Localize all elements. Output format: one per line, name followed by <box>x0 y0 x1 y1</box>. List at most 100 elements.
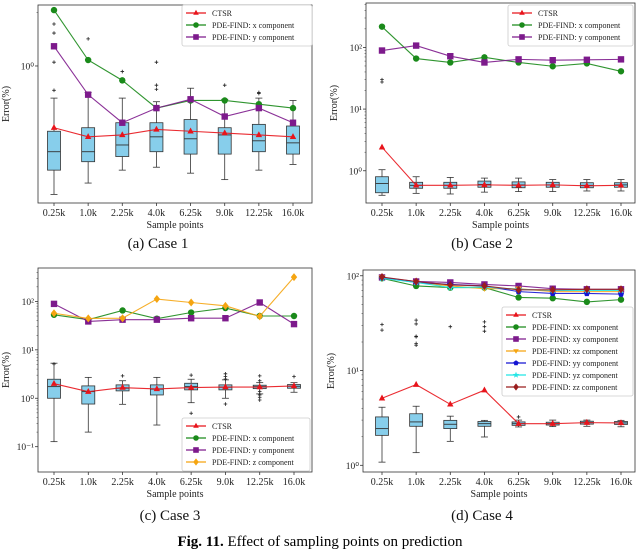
marker-triangle <box>447 181 454 188</box>
marker-triangle <box>193 422 199 428</box>
x-tick-label: 1.0k <box>407 477 425 488</box>
marker-circle <box>193 22 199 28</box>
flier <box>222 83 227 87</box>
box-1.0k <box>409 318 424 454</box>
series-line <box>53 127 294 138</box>
marker-square <box>193 34 199 40</box>
marker-triangle <box>412 181 420 188</box>
box-iqr <box>47 130 61 171</box>
flier <box>414 341 418 346</box>
marker-diamond <box>85 314 92 323</box>
x-tick-label: 0.25k <box>371 477 394 488</box>
y-tick-label: 10⁰ <box>346 461 360 472</box>
caption-d: (d) Case 4 <box>451 508 513 524</box>
marker-circle <box>221 97 228 104</box>
marker-circle <box>447 59 454 66</box>
legend: CTSR PDE-FIND: x component PDE-FIND: y com… <box>181 4 313 47</box>
marker-circle <box>513 324 519 330</box>
y-tick-label: 10² <box>347 272 360 282</box>
series-ctsr <box>50 124 297 140</box>
marker-diamond <box>412 277 420 286</box>
flier <box>380 322 384 327</box>
marker-triangle <box>255 131 263 138</box>
marker-square <box>290 320 298 328</box>
flier <box>257 389 262 394</box>
x-tick-label: 1.0k <box>407 208 425 219</box>
y-tick-label: 10⁰ <box>349 166 363 177</box>
flier <box>52 31 56 35</box>
marker-triangle <box>515 181 522 188</box>
subplot-d: 10⁰ 10¹ 10² 0.25k 1.0k 2.25k 4.0k 6.25k 9.0k 12.2… <box>326 269 636 500</box>
marker-triangle <box>50 124 58 130</box>
marker-diamond <box>50 309 58 318</box>
legend-label: PDE-FIND: yy component <box>532 359 619 368</box>
series-line <box>53 45 294 124</box>
flier <box>257 378 262 383</box>
x-tick-label: 4.0k <box>476 477 494 488</box>
box-iqr <box>409 413 424 427</box>
legend-box <box>181 417 311 472</box>
legend-label: PDE-FIND: xx component <box>532 323 619 332</box>
marker-triangle <box>447 400 454 407</box>
marker-square <box>255 104 263 112</box>
flier <box>52 60 56 64</box>
x-tick-label: 16.0k <box>282 208 305 219</box>
x-axis-label: Sample points <box>147 220 204 231</box>
marker-diamond <box>290 273 298 282</box>
marker-diamond <box>119 314 126 323</box>
marker-triangle <box>378 394 386 401</box>
marker-diamond <box>256 312 263 321</box>
x-tick-label: 1.0k <box>79 208 97 219</box>
box-iqr <box>115 122 130 157</box>
x-tick-label: 16.0k <box>283 477 306 488</box>
marker-diamond <box>583 285 591 294</box>
flier <box>482 324 487 329</box>
marker-triangle <box>85 387 92 394</box>
series-line <box>381 384 622 425</box>
series-pde-find-y-component <box>378 42 625 66</box>
marker-triangle <box>119 131 126 138</box>
marker-diamond <box>193 458 199 466</box>
x-tick-label: 6.25k <box>507 477 530 488</box>
marker-triangle <box>256 383 263 390</box>
series-ctsr <box>378 380 625 426</box>
series-line <box>381 45 622 64</box>
marker-square <box>256 299 263 306</box>
legend-label: PDE-FIND: zz component <box>532 383 618 392</box>
series-line <box>381 277 622 303</box>
marker-triangle <box>481 181 488 188</box>
marker-square <box>187 315 195 322</box>
flier <box>257 398 262 402</box>
y-axis-label: Error(%) <box>329 85 340 121</box>
marker-circle <box>617 296 625 303</box>
marker-square <box>519 34 525 40</box>
series-line <box>53 383 295 393</box>
x-tick-label: 12.25k <box>573 477 601 488</box>
box-1.0k <box>81 376 96 433</box>
marker-square <box>549 57 556 64</box>
legend: CTSR PDE-FIND: x component PDE-FIND: y com… <box>181 417 311 472</box>
flier <box>482 329 487 334</box>
x-tick-label: 0.25k <box>43 477 66 488</box>
legend-label: PDE-FIND: y component <box>538 33 621 42</box>
x-tick-label: 12.25k <box>245 208 273 219</box>
x-tick-label: 9.0k <box>216 208 234 219</box>
marker-triangle <box>515 419 522 426</box>
marker-diamond <box>515 285 522 294</box>
x-axis-label: Sample points <box>471 489 528 500</box>
flier <box>292 374 296 379</box>
marker-diamond <box>187 298 195 307</box>
marker-triangle <box>412 380 420 387</box>
x-tick-label: 16.0k <box>610 208 633 219</box>
flier <box>223 377 228 381</box>
legend-label: PDE-FIND: x component <box>538 21 621 30</box>
series-line <box>53 9 294 109</box>
subplot-b: 10⁰ 10¹ 10² 0.25k 1.0k 2.25k 4.0k 6.25k 9.0k 12.2… <box>329 2 636 231</box>
marker-square <box>84 91 92 98</box>
marker-square <box>412 42 420 49</box>
y-axis-label: Error(%) <box>326 353 337 389</box>
marker-square <box>481 59 488 66</box>
flier <box>482 320 487 324</box>
marker-square <box>153 316 161 323</box>
